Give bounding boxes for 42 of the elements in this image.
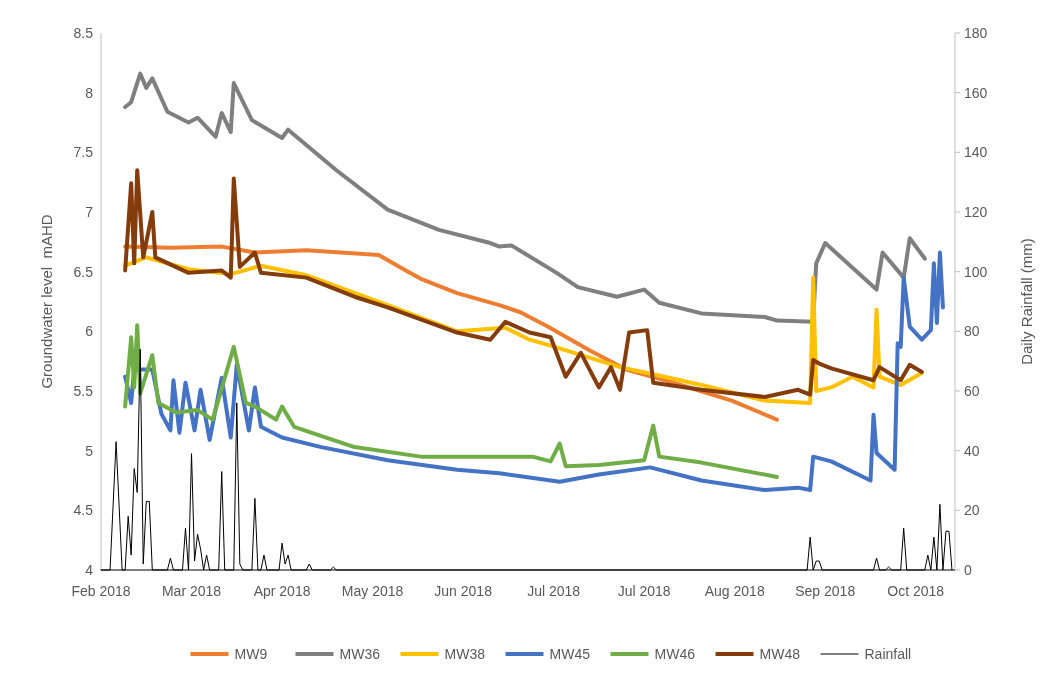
y2-tick-label: 140: [964, 144, 988, 161]
y2-tick-label: 0: [964, 561, 972, 578]
line-series: [123, 168, 924, 399]
y2-tick-label: 120: [964, 203, 988, 220]
x-tick-label: Oct 2018: [887, 583, 945, 599]
x-tick-label: Jul 2018: [617, 583, 671, 599]
legend-label: MW48: [759, 645, 801, 662]
line-series: [123, 71, 927, 324]
x-tick-label: Apr 2018: [253, 583, 311, 599]
y2-tick-label: 180: [964, 24, 988, 41]
x-tick-label: Sep 2018: [795, 583, 856, 599]
y-tick-label: 8.5: [73, 24, 94, 41]
x-tick-label: Jul 2018: [527, 583, 581, 599]
y-tick-label: 8: [85, 84, 94, 101]
y-tick-label: 7.5: [73, 144, 94, 161]
y-tick-label: 4: [85, 561, 94, 578]
legend-label: MW38: [444, 645, 486, 662]
x-tick-label: Jun 2018: [434, 583, 493, 599]
y-tick-label: 6: [85, 323, 94, 340]
legend-label: MW9: [234, 645, 268, 662]
y-tick-label: 5: [85, 442, 94, 459]
line-series: [123, 323, 779, 479]
legend-label: MW45: [549, 645, 591, 662]
y-tick-label: 4.5: [73, 502, 94, 519]
y-tick-label: 7: [85, 203, 94, 220]
x-tick-label: Feb 2018: [71, 583, 131, 599]
y-tick-label: 6.5: [73, 263, 94, 280]
y2-axis-title: Daily Rainfall (mm): [1018, 238, 1035, 365]
x-tick-label: Aug 2018: [704, 583, 765, 599]
legend-label: Rainfall: [864, 645, 912, 662]
y2-tick-label: 80: [964, 323, 980, 340]
y2-tick-label: 100: [964, 263, 988, 280]
y-tick-label: 5.5: [73, 382, 94, 399]
y-axis-title: Groundwater level mAHD: [38, 214, 55, 389]
y2-tick-label: 40: [964, 442, 980, 459]
y2-tick-label: 160: [964, 84, 988, 101]
y2-tick-label: 60: [964, 382, 980, 399]
legend-label: MW46: [654, 645, 696, 662]
x-tick-label: Mar 2018: [161, 583, 222, 599]
legend-label: MW36: [339, 645, 381, 662]
x-tick-label: May 2018: [341, 583, 404, 599]
y2-tick-label: 20: [964, 502, 980, 519]
